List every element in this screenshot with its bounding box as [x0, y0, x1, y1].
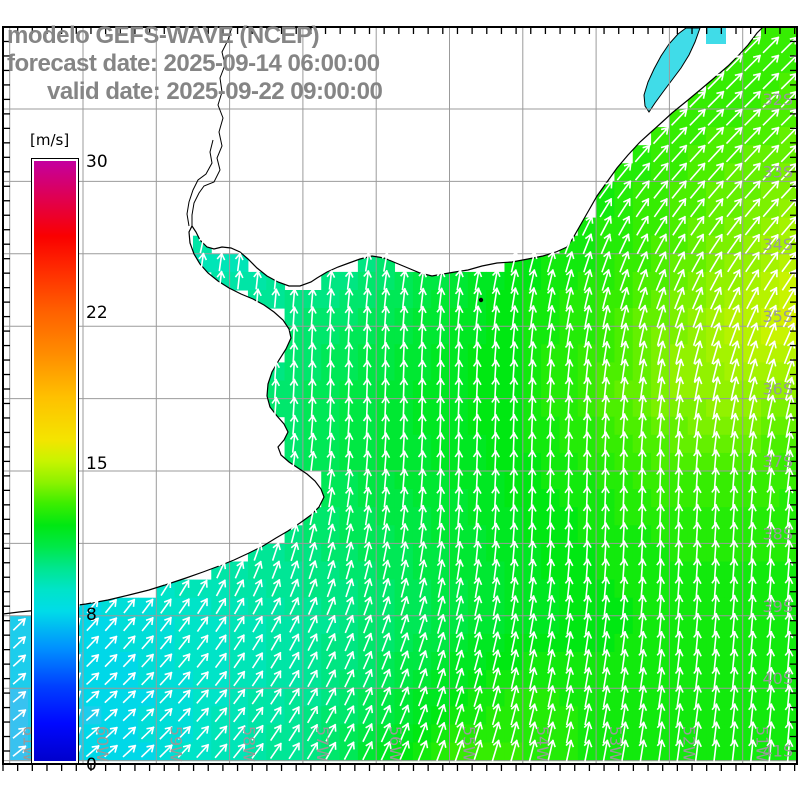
- svg-text:52W: 52W: [679, 726, 698, 762]
- map-frame-and-ticks: [2, 26, 798, 771]
- colorbar-tick-8: 8: [86, 605, 97, 625]
- colorbar-tick-0: 0: [86, 755, 97, 775]
- colorbar-tick-22: 22: [86, 303, 108, 323]
- colorbar-tick-15: 15: [86, 454, 108, 474]
- svg-text:56W: 56W: [386, 726, 405, 762]
- svg-text:54W: 54W: [533, 726, 552, 762]
- svg-text:37S: 37S: [762, 452, 793, 471]
- svg-text:51W: 51W: [753, 726, 772, 762]
- coastline: [3, 27, 764, 615]
- svg-text:57W: 57W: [313, 726, 332, 762]
- model-title: modelo GEFS-WAVE (NCEP): [7, 22, 320, 49]
- svg-text:59W: 59W: [166, 726, 185, 762]
- svg-text:60W: 60W: [93, 726, 112, 762]
- latlon-gridlines: [3, 27, 797, 764]
- svg-text:33S: 33S: [762, 162, 793, 181]
- svg-text:36S: 36S: [762, 380, 793, 399]
- colorbar: [31, 158, 79, 764]
- land-mask: [3, 27, 763, 614]
- svg-text:34S: 34S: [762, 235, 793, 254]
- svg-text:32S: 32S: [762, 90, 793, 109]
- title-block: modelo GEFS-WAVE (NCEP) forecast date: 20…: [7, 22, 383, 106]
- svg-text:39S: 39S: [762, 597, 793, 616]
- colorbar-tick-30: 30: [86, 152, 108, 172]
- svg-text:41S: 41S: [762, 742, 793, 761]
- forecast-date: forecast date: 2025-09-14 06:00:00: [7, 50, 380, 77]
- svg-text:55W: 55W: [460, 726, 479, 762]
- svg-text:38S: 38S: [762, 524, 793, 543]
- svg-text:40S: 40S: [762, 669, 793, 688]
- svg-text:53W: 53W: [606, 726, 625, 762]
- svg-text:58W: 58W: [240, 726, 259, 762]
- colorbar-unit-label: [m/s]: [30, 131, 70, 149]
- valid-date: valid date: 2025-09-22 09:00:00: [47, 78, 383, 105]
- colorbar-gradient: [34, 161, 76, 761]
- svg-text:35S: 35S: [762, 307, 793, 326]
